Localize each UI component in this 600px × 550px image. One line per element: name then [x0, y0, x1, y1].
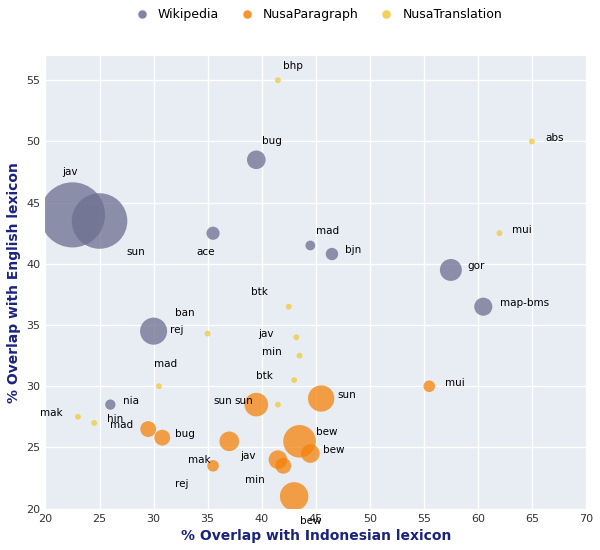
Point	[305, 241, 315, 250]
Point	[292, 333, 301, 342]
Point	[284, 302, 293, 311]
Text: bjn: bjn	[345, 245, 361, 255]
Point	[424, 382, 434, 390]
Point	[95, 217, 104, 226]
Text: ace: ace	[197, 246, 215, 257]
Text: mak: mak	[188, 455, 211, 465]
Point	[73, 412, 83, 421]
Point	[208, 461, 218, 470]
Text: sun: sun	[235, 396, 253, 406]
Text: jav: jav	[259, 328, 274, 339]
Text: rej: rej	[175, 479, 189, 489]
Point	[527, 137, 537, 146]
Point	[208, 229, 218, 238]
Text: bew: bew	[323, 445, 345, 455]
Text: bhp: bhp	[283, 60, 303, 70]
Text: bew: bew	[316, 427, 337, 437]
Point	[251, 156, 261, 164]
Point	[157, 433, 167, 442]
Text: min: min	[262, 347, 281, 357]
Point	[149, 327, 158, 336]
Text: btk: btk	[256, 371, 273, 382]
Point	[251, 400, 261, 409]
Point	[446, 266, 455, 274]
Point	[305, 449, 315, 458]
Point	[273, 400, 283, 409]
Text: min: min	[245, 476, 265, 486]
Point	[203, 329, 212, 338]
Point	[478, 302, 488, 311]
Point	[295, 351, 304, 360]
Point	[89, 419, 99, 427]
Point	[289, 492, 299, 501]
X-axis label: % Overlap with Indonesian lexicon: % Overlap with Indonesian lexicon	[181, 529, 451, 543]
Text: hin: hin	[107, 414, 124, 424]
Text: mad: mad	[316, 226, 339, 236]
Point	[224, 437, 234, 446]
Point	[273, 455, 283, 464]
Y-axis label: % Overlap with English lexicon: % Overlap with English lexicon	[7, 162, 21, 403]
Point	[495, 229, 505, 238]
Text: jav: jav	[240, 451, 256, 461]
Point	[278, 461, 288, 470]
Point	[327, 250, 337, 258]
Text: mui: mui	[445, 377, 465, 388]
Text: mad: mad	[110, 420, 133, 431]
Text: bew: bew	[299, 516, 321, 526]
Text: sun: sun	[127, 246, 145, 257]
Point	[68, 211, 77, 219]
Legend: Wikipedia, NusaParagraph, NusaTranslation: Wikipedia, NusaParagraph, NusaTranslatio…	[124, 3, 507, 26]
Point	[316, 394, 326, 403]
Text: jav: jav	[62, 167, 77, 177]
Text: abs: abs	[545, 133, 563, 143]
Text: gor: gor	[467, 261, 484, 271]
Text: mak: mak	[40, 408, 63, 418]
Point	[295, 437, 304, 446]
Point	[143, 425, 153, 433]
Text: rej: rej	[170, 325, 184, 335]
Text: sun: sun	[337, 390, 356, 400]
Point	[106, 400, 115, 409]
Text: bug: bug	[262, 136, 281, 146]
Point	[154, 382, 164, 390]
Text: nia: nia	[124, 396, 139, 406]
Point	[289, 376, 299, 384]
Text: mad: mad	[154, 359, 177, 369]
Text: mui: mui	[512, 224, 532, 234]
Point	[273, 76, 283, 85]
Text: bug: bug	[175, 429, 195, 439]
Text: btk: btk	[251, 287, 268, 297]
Text: sun: sun	[213, 396, 232, 406]
Text: ban: ban	[175, 308, 195, 318]
Text: map-bms: map-bms	[500, 298, 548, 308]
